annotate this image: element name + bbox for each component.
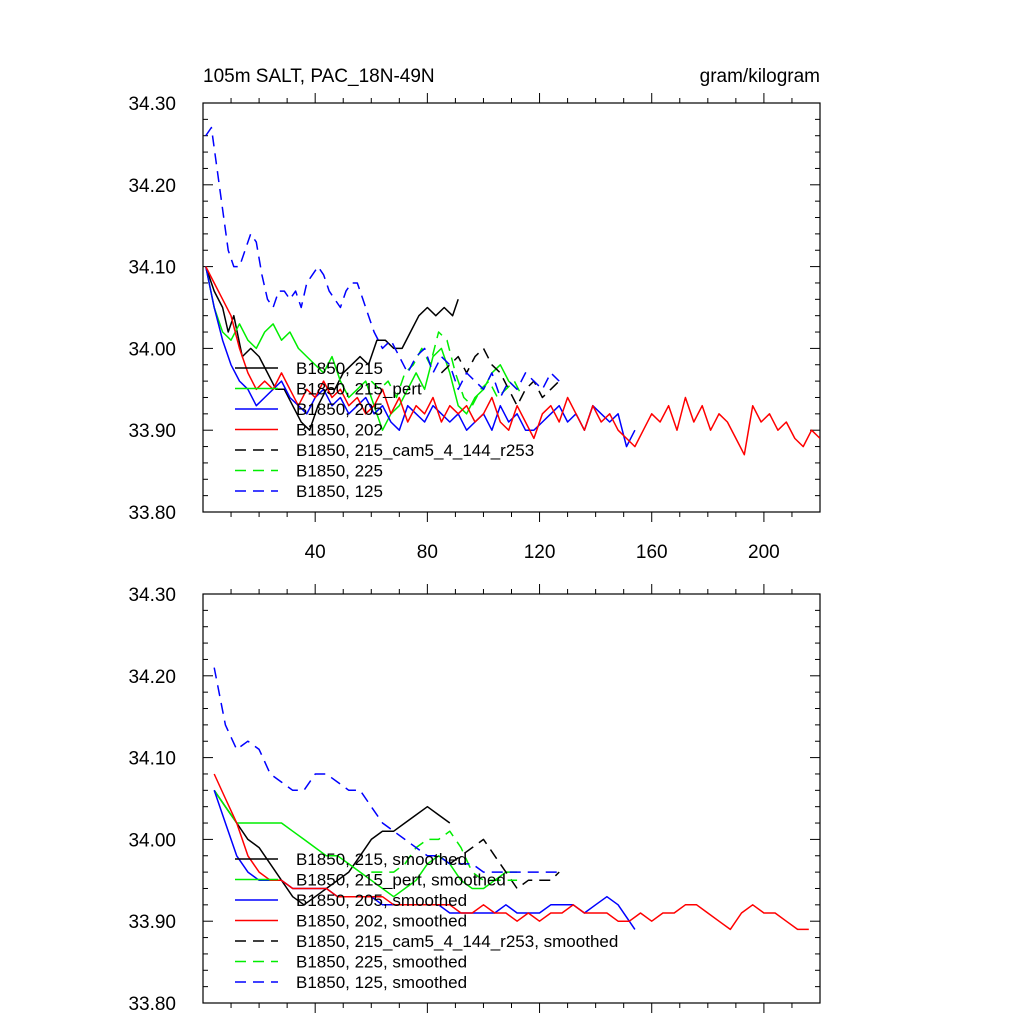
y-tick-label: 34.10 bbox=[128, 749, 176, 770]
legend-label: B1850, 215_cam5_4_144_r253 bbox=[296, 441, 534, 460]
series-line bbox=[449, 838, 560, 890]
series-group bbox=[213, 667, 809, 931]
y-tick-label: 34.10 bbox=[128, 258, 176, 279]
x-tick-label: 80 bbox=[417, 542, 438, 563]
x-tick-label: 40 bbox=[305, 542, 326, 563]
y-tick-label: 33.80 bbox=[128, 994, 176, 1015]
y-tick-label: 34.20 bbox=[128, 667, 176, 688]
y-tick-label: 34.00 bbox=[128, 339, 176, 360]
legend-label: B1850, 215_pert bbox=[296, 380, 422, 399]
chart-units: gram/kilogram bbox=[700, 66, 820, 87]
series-line bbox=[440, 347, 560, 407]
y-tick-label: 34.30 bbox=[128, 585, 176, 606]
legend: B1850, 215, smoothed B1850, 215_pert, smo… bbox=[235, 850, 618, 992]
x-tick-label: 200 bbox=[748, 542, 780, 563]
legend-label: B1850, 205, smoothed bbox=[296, 891, 467, 910]
series-line bbox=[205, 266, 636, 448]
series-line bbox=[213, 773, 809, 931]
series-line bbox=[205, 266, 820, 456]
series-group bbox=[205, 126, 820, 456]
legend-label: B1850, 202, smoothed bbox=[296, 912, 467, 931]
legend-label: B1850, 125 bbox=[296, 482, 383, 501]
series-line bbox=[371, 830, 518, 882]
y-tick-label: 33.80 bbox=[128, 503, 176, 524]
legend-label: B1850, 215_cam5_4_144_r253, smoothed bbox=[296, 932, 618, 951]
legend-label: B1850, 225, smoothed bbox=[296, 953, 467, 972]
series-line bbox=[370, 331, 524, 407]
bottom-panel: 34.30 34.20 34.10 34.00 33.90 33.80 B1850, 215… bbox=[128, 584, 821, 1015]
series-line bbox=[213, 789, 451, 906]
legend-label: B1850, 225 bbox=[296, 462, 383, 481]
x-tick-label: 120 bbox=[524, 542, 556, 563]
legend-label: B1850, 202 bbox=[296, 421, 383, 440]
series-line bbox=[213, 789, 518, 898]
y-tick-label: 33.90 bbox=[128, 421, 176, 442]
y-tick-label: 34.00 bbox=[128, 830, 176, 851]
legend-label: B1850, 215_pert, smoothed bbox=[296, 871, 506, 890]
legend-label: B1850, 205 bbox=[296, 400, 383, 419]
legend-label: B1850, 215 bbox=[296, 359, 383, 378]
legend-label: B1850, 125, smoothed bbox=[296, 973, 467, 992]
legend-label: B1850, 215, smoothed bbox=[296, 850, 467, 869]
y-tick-label: 34.20 bbox=[128, 176, 176, 197]
top-panel: 34.30 34.20 34.10 34.00 33.90 33.80 40 80 120 160… bbox=[128, 93, 821, 563]
series-line bbox=[213, 667, 560, 873]
chart-title: 105m SALT, PAC_18N-49N bbox=[203, 66, 435, 87]
y-tick-label: 33.90 bbox=[128, 912, 176, 933]
series-line bbox=[205, 266, 518, 431]
x-tick-label: 160 bbox=[636, 542, 668, 563]
y-tick-label: 34.30 bbox=[128, 94, 176, 115]
series-line bbox=[205, 266, 459, 431]
